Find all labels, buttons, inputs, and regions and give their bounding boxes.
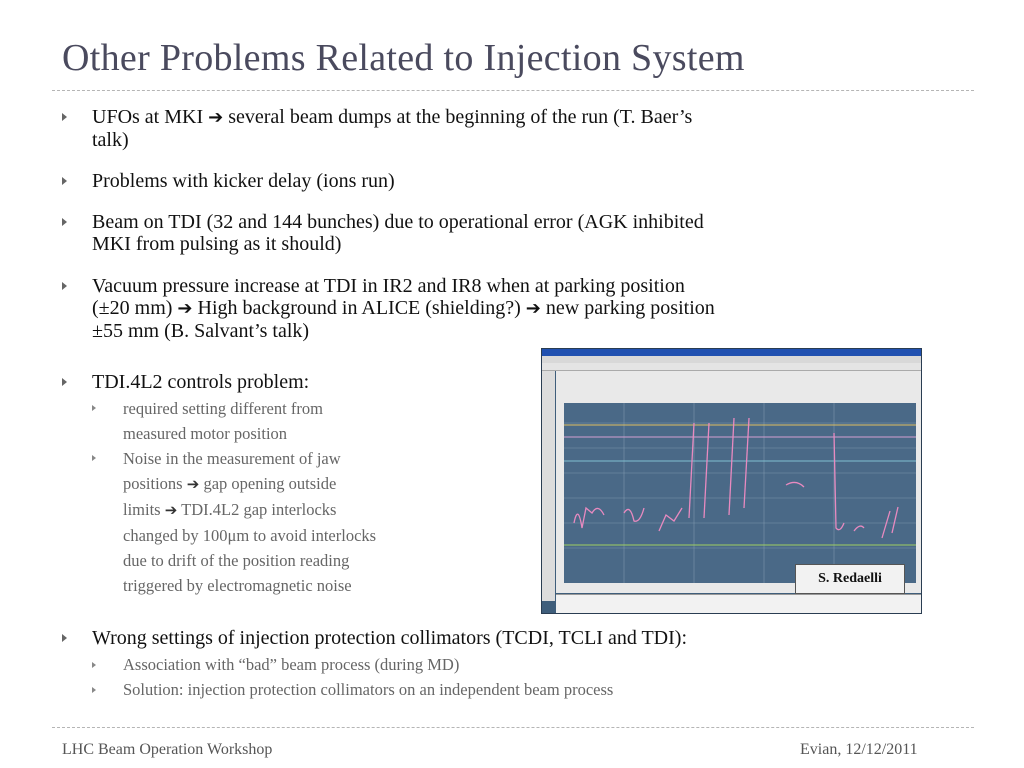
- bullet-kicker-delay: Problems with kicker delay (ions run): [92, 170, 395, 192]
- sub-bullet-noise: Noise in the measurement of jaw position…: [123, 446, 376, 598]
- bullet-arrow-icon: [62, 634, 67, 642]
- bullet-tdi-controls: TDI.4L2 controls problem:: [92, 371, 309, 393]
- bullet-text: High background in ALICE (shielding?): [192, 297, 526, 319]
- right-arrow-icon: ➔: [525, 298, 541, 319]
- bullet-arrow-icon: [62, 282, 67, 290]
- page-title: Other Problems Related to Injection Syst…: [62, 37, 745, 79]
- footer-divider: [52, 727, 974, 728]
- bullet-wrong-settings: Wrong settings of injection protection c…: [92, 627, 687, 649]
- bullet-arrow-icon: [62, 177, 67, 185]
- sub-bullet-solution: Solution: injection protection collimato…: [123, 677, 613, 702]
- bullet-text: talk): [92, 129, 129, 151]
- bullet-text: UFOs at MKI: [92, 106, 209, 128]
- bullet-vacuum-pressure: Vacuum pressure increase at TDI in IR2 a…: [92, 275, 715, 342]
- sub-bullet-text: gap opening outside: [199, 474, 337, 493]
- bullet-arrow-icon: [62, 378, 67, 386]
- sub-bullet-text: TDI.4L2 gap interlocks: [177, 500, 337, 519]
- side-toolbar: [542, 371, 555, 601]
- bullet-text: Wrong settings of injection protection c…: [92, 627, 687, 649]
- bullet-text: several beam dumps at the beginning of t…: [223, 106, 693, 128]
- sub-bullet-association: Association with “bad” beam process (dur…: [123, 652, 459, 677]
- right-arrow-icon: ➔: [208, 107, 224, 128]
- sub-bullet-text: Association with “bad” beam process (dur…: [123, 655, 460, 674]
- sub-bullet-required-setting: required setting different from measured…: [123, 396, 323, 446]
- sub-bullet-text: Solution: injection protection collimato…: [123, 680, 614, 699]
- sub-bullet-text: measured motor position: [123, 424, 288, 443]
- title-divider: [52, 90, 974, 91]
- bullet-text: Beam on TDI (32 and 144 bunches) due to …: [92, 211, 704, 233]
- toolbar: [542, 363, 921, 371]
- sub-bullet-text: required setting different from: [123, 399, 323, 418]
- sub-bullet-text: limits: [123, 500, 165, 519]
- sub-bullet-arrow-icon: [92, 455, 96, 461]
- bullet-text: Vacuum pressure increase at TDI in IR2 a…: [92, 275, 685, 297]
- sub-bullet-arrow-icon: [92, 687, 96, 693]
- sub-bullet-text: triggered by electromagnetic noise: [123, 576, 352, 595]
- footer-left: LHC Beam Operation Workshop: [62, 741, 273, 758]
- data-set-bar: [556, 594, 921, 613]
- right-arrow-icon: ➔: [177, 298, 193, 319]
- bullet-ufos: UFOs at MKI ➔ several beam dumps at the …: [92, 106, 692, 151]
- bullet-text: Problems with kicker delay (ions run): [92, 170, 395, 192]
- position-traces-plot: [564, 403, 916, 583]
- bullet-text: new parking position: [540, 297, 715, 319]
- bullet-text: TDI.4L2 controls problem:: [92, 371, 310, 393]
- bullet-arrow-icon: [62, 218, 67, 226]
- bullet-beam-on-tdi: Beam on TDI (32 and 144 bunches) due to …: [92, 211, 704, 255]
- sub-bullet-arrow-icon: [92, 405, 96, 411]
- bullet-arrow-icon: [62, 113, 67, 121]
- sub-bullet-text: Noise in the measurement of jaw: [123, 449, 341, 468]
- sub-bullet-text: positions: [123, 474, 187, 493]
- bullet-text: (±20 mm): [92, 297, 178, 319]
- footer-right: Evian, 12/12/2011: [800, 741, 918, 758]
- right-arrow-icon: ➔: [186, 475, 200, 493]
- menu-bar: [542, 356, 921, 363]
- sub-bullet-text: changed by 100μm to avoid interlocks: [123, 526, 377, 545]
- bullet-text: ±55 mm (B. Salvant’s talk): [92, 320, 310, 342]
- right-arrow-icon: ➔: [164, 501, 178, 519]
- sub-bullet-arrow-icon: [92, 662, 96, 668]
- window-title-bar: [542, 349, 921, 356]
- image-credit-label: S. Redaelli: [795, 564, 905, 594]
- timber-plot-screenshot: [541, 348, 922, 614]
- bullet-text: MKI from pulsing as it should): [92, 233, 342, 255]
- sub-bullet-text: due to drift of the position reading: [123, 551, 350, 570]
